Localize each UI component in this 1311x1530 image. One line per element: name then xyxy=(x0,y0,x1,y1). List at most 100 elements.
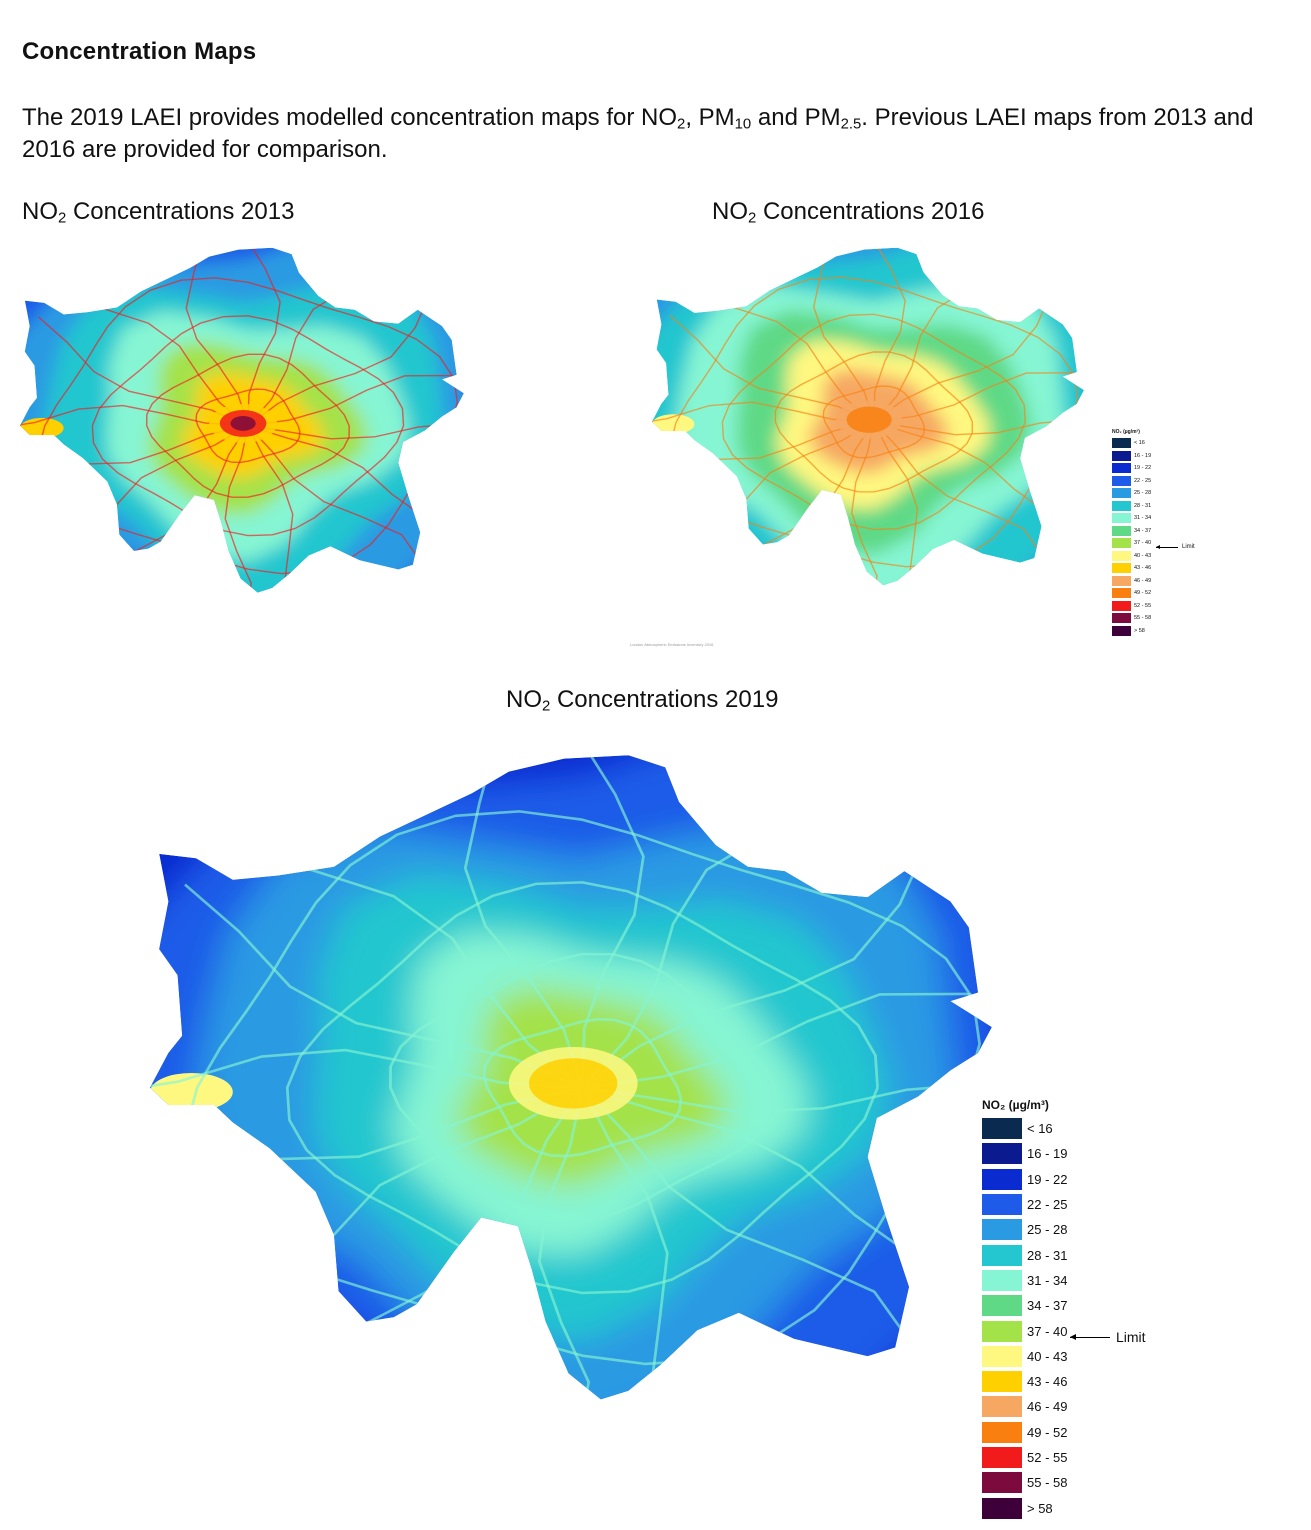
legend-swatch xyxy=(982,1143,1022,1165)
legend-swatch xyxy=(982,1421,1022,1443)
legend-row: 40 - 43 xyxy=(1112,550,1151,563)
legend-label: > 58 xyxy=(1134,627,1145,634)
legend-swatch xyxy=(982,1269,1022,1291)
legend-swatch xyxy=(982,1194,1022,1216)
limit-label: Limit xyxy=(1116,1329,1146,1345)
legend-label: 34 - 37 xyxy=(1134,527,1152,534)
limit-arrow-icon xyxy=(1070,1333,1110,1340)
legend-title: NO₂ (µg/m³) xyxy=(1112,429,1140,435)
legend-row: 22 - 25 xyxy=(1112,475,1151,488)
intro-text-1: The 2019 LAEI provides modelled concentr… xyxy=(22,104,678,131)
legend-label: 49 - 52 xyxy=(1134,590,1152,597)
limit-arrow-icon xyxy=(1156,544,1178,549)
legend-label: 43 - 46 xyxy=(1027,1374,1068,1390)
intro-text-3: and PM xyxy=(751,104,841,131)
map-footnote: London Atmospheric Emissions Inventory 2… xyxy=(630,642,714,647)
legend-label: 31 - 34 xyxy=(1027,1272,1068,1288)
limit-label: Limit xyxy=(1182,544,1195,550)
legend-swatch xyxy=(1112,588,1131,599)
legend-swatch xyxy=(1112,488,1131,499)
legend-row: 31 - 34 xyxy=(982,1268,1067,1293)
legend-swatch xyxy=(982,1472,1022,1494)
map-2016 xyxy=(652,247,1084,586)
legend-row: 37 - 40 xyxy=(1112,537,1151,550)
map-2013-caption: NO2 Concentrations 2013 xyxy=(22,198,295,227)
legend-row: < 16 xyxy=(982,1116,1067,1141)
legend-label: 40 - 43 xyxy=(1027,1348,1068,1364)
legend-swatch xyxy=(1112,475,1131,486)
legend-label: 43 - 46 xyxy=(1134,565,1152,572)
section-heading: Concentration Maps xyxy=(22,38,257,65)
legend-row: 25 - 28 xyxy=(1112,487,1151,500)
intro-text-2: , PM xyxy=(685,104,735,131)
legend-swatch xyxy=(1112,525,1131,536)
legend-label: 52 - 55 xyxy=(1027,1450,1068,1465)
legend-label: 52 - 55 xyxy=(1134,602,1152,609)
legend-swatch xyxy=(982,1447,1022,1468)
legend-row: 43 - 46 xyxy=(1112,562,1151,575)
legend-label: 28 - 31 xyxy=(1027,1247,1068,1263)
legend-swatch xyxy=(1112,513,1131,524)
map-2013 xyxy=(20,247,464,593)
intro-sub-1: 2 xyxy=(677,116,686,133)
legend-label: 16 - 19 xyxy=(1134,452,1152,459)
legend-swatch xyxy=(982,1168,1022,1190)
legend-limit-marker: Limit xyxy=(1156,544,1195,550)
intro-sub-3: 2.5 xyxy=(840,116,862,133)
intro-sub-2: 10 xyxy=(734,116,752,133)
legend-row: 37 - 40 xyxy=(982,1318,1067,1343)
map-2019-caption: NO2 Concentrations 2019 xyxy=(506,686,779,715)
legend-row: < 16 xyxy=(1112,437,1151,450)
legend-rows: < 16 16 - 19 19 - 22 22 - 25 25 - 28 28 - 31 3… xyxy=(1112,437,1151,637)
legend-2019: NO₂ (µg/m³) < 16 16 - 19 19 - 22 22 - 25 25 … xyxy=(982,1096,1146,1521)
legend-label: < 16 xyxy=(1134,440,1145,447)
legend-row: 43 - 46 xyxy=(982,1369,1067,1394)
legend-swatch xyxy=(1112,538,1131,549)
legend-swatch xyxy=(982,1244,1022,1266)
legend-swatch xyxy=(1112,450,1131,461)
legend-swatch xyxy=(1112,625,1131,636)
legend-label: 46 - 49 xyxy=(1134,577,1152,584)
legend-label: 19 - 22 xyxy=(1027,1171,1068,1187)
map-2019 xyxy=(150,755,992,1400)
legend-label: 31 - 34 xyxy=(1134,515,1152,522)
legend-swatch xyxy=(1112,550,1131,561)
legend-row: 46 - 49 xyxy=(1112,575,1151,588)
legend-swatch xyxy=(1112,438,1131,449)
legend-row: 31 - 34 xyxy=(1112,512,1151,525)
legend-swatch xyxy=(982,1396,1022,1418)
legend-row: 55 - 58 xyxy=(982,1470,1067,1495)
legend-label: 28 - 31 xyxy=(1134,502,1152,509)
legend-row: 28 - 31 xyxy=(982,1242,1067,1267)
legend-label: 49 - 52 xyxy=(1027,1424,1068,1440)
legend-label: 37 - 40 xyxy=(1027,1323,1068,1339)
legend-swatch xyxy=(1112,575,1131,586)
intro-text-4: . Previous LAEI maps from 2013 and 2016 … xyxy=(22,104,1254,163)
legend-row: 16 - 19 xyxy=(1112,450,1151,463)
legend-swatch xyxy=(982,1320,1022,1342)
legend-swatch xyxy=(1112,500,1131,511)
legend-row: 52 - 55 xyxy=(982,1445,1067,1470)
legend-label: > 58 xyxy=(1027,1500,1053,1516)
legend-row: 49 - 52 xyxy=(1112,587,1151,600)
legend-swatch xyxy=(982,1118,1022,1140)
legend-row: 16 - 19 xyxy=(982,1141,1067,1166)
legend-label: 22 - 25 xyxy=(1134,477,1152,484)
legend-label: 25 - 28 xyxy=(1134,490,1152,497)
legend-swatch xyxy=(982,1371,1022,1393)
map-2016-caption: NO2 Concentrations 2016 xyxy=(712,198,985,227)
legend-swatch xyxy=(1112,600,1131,611)
legend-label: 25 - 28 xyxy=(1027,1222,1068,1238)
legend-row: 19 - 22 xyxy=(982,1167,1067,1192)
legend-label: 40 - 43 xyxy=(1134,552,1152,559)
legend-row: 40 - 43 xyxy=(982,1344,1067,1369)
intro-paragraph: The 2019 LAEI provides modelled concentr… xyxy=(22,102,1292,166)
legend-swatch xyxy=(982,1497,1022,1519)
legend-swatch xyxy=(1112,613,1131,624)
legend-label: 55 - 58 xyxy=(1027,1475,1068,1491)
legend-row: 34 - 37 xyxy=(982,1293,1067,1318)
legend-label: 46 - 49 xyxy=(1027,1399,1068,1415)
legend-label: 16 - 19 xyxy=(1027,1146,1068,1162)
legend-row: 25 - 28 xyxy=(982,1217,1067,1242)
legend-swatch xyxy=(982,1295,1022,1317)
